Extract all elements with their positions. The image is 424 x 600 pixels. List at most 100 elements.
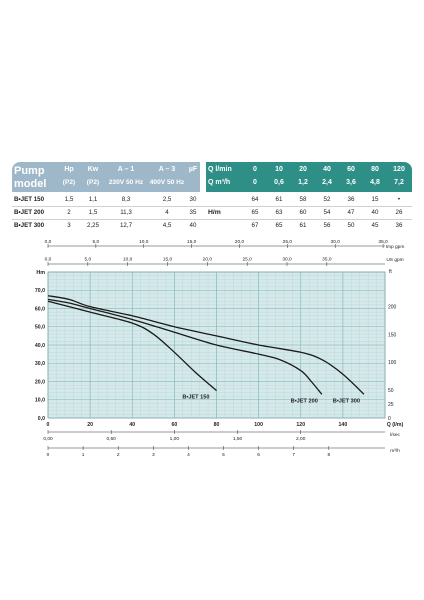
model-name: B•JET 200	[14, 209, 45, 216]
pump-curve	[47, 295, 365, 395]
us-gpm-tick-label: 10,0	[123, 257, 133, 263]
us-gpm-tick-label: 30,0	[282, 257, 292, 263]
us-gpm-axis-label: US gpm	[386, 257, 403, 263]
y2-tick-label: 0	[388, 416, 391, 422]
lsec-tick-label: 1,50	[233, 436, 243, 442]
head-value: 45	[371, 222, 379, 229]
y2-axis-label: ft	[389, 269, 392, 275]
x-tick-label: 120	[296, 422, 305, 428]
m3h-tick-label: 1	[82, 452, 85, 458]
y2-tick-label: 25	[388, 402, 394, 408]
column-header-top: Hp	[64, 166, 74, 173]
y-tick-label: 60,0	[35, 306, 45, 312]
spec-value: 40	[189, 222, 197, 229]
spec-value: 2	[67, 209, 71, 216]
y-tick-label: 20,0	[35, 379, 45, 385]
head-value: 61	[275, 196, 283, 203]
lsec-axis-label: l/sec	[390, 432, 400, 438]
pump-curve	[47, 300, 217, 392]
y-tick-label: 0,0	[38, 416, 45, 422]
x-tick-label: 100	[254, 422, 263, 428]
imp-gpm-tick-label: 10,0	[139, 240, 149, 245]
column-header-top: Kw	[87, 166, 99, 173]
m3h-tick-label: 7	[292, 452, 295, 458]
m3h-tick-label: 0	[47, 452, 50, 458]
column-header-top: A – 1	[117, 166, 135, 173]
flow-value-m3h: 3,6	[346, 179, 356, 186]
head-value: 63	[275, 209, 283, 216]
flow-value-lmin: 0	[253, 166, 257, 173]
curve-label: B•JET 300	[333, 398, 360, 404]
head-value: 26	[395, 209, 403, 216]
lsec-tick-label: 0,00	[43, 436, 53, 442]
y-tick-label: 30,0	[35, 361, 45, 367]
row-divider	[12, 206, 412, 207]
m3h-tick-label: 5	[222, 452, 225, 458]
head-value: 52	[323, 196, 331, 203]
curve-label: B•JET 200	[291, 398, 318, 404]
head-value: 50	[347, 222, 355, 229]
flow-value-m3h: 7,2	[394, 179, 404, 186]
us-gpm-tick-label: 20,0	[203, 257, 213, 263]
head-value: 47	[347, 209, 355, 216]
head-value: 61	[299, 222, 307, 229]
imp-gpm-tick-label: 5,0	[93, 240, 100, 245]
y2-tick-label: 150	[388, 332, 397, 338]
flow-value-lmin: 120	[393, 166, 405, 173]
imp-gpm-axis-label: Imp gpm	[386, 244, 405, 250]
imp-gpm-tick-label: 25,0	[283, 240, 293, 245]
spec-value: 2,25	[86, 222, 100, 229]
column-header-bottom: 400V 50 Hz	[149, 179, 185, 186]
head-value: 65	[251, 209, 259, 216]
head-value: 15	[371, 196, 379, 203]
spec-value: 11,3	[120, 209, 132, 216]
head-label: H/m	[208, 209, 221, 216]
imp-gpm-tick-label: 30,0	[331, 240, 341, 245]
flow-header-background	[206, 162, 412, 192]
row-divider	[12, 219, 412, 220]
x-tick-label: 80	[214, 422, 220, 428]
flow-value-lmin: 10	[275, 166, 283, 173]
spec-value: 4,5	[162, 222, 172, 229]
column-header-bottom: 230V 50 Hz	[108, 179, 144, 186]
model-header-text: model	[14, 178, 47, 190]
spec-value: 8,3	[121, 196, 131, 203]
column-header-top: µF	[188, 166, 198, 173]
head-value: 56	[323, 222, 331, 229]
model-name: B•JET 300	[14, 222, 45, 229]
spec-value: 1,1	[88, 196, 98, 203]
y-tick-label: 10,0	[35, 398, 45, 404]
m3h-tick-label: 6	[257, 452, 260, 458]
m3h-tick-label: 3	[152, 452, 155, 458]
y-tick-label: 50,0	[35, 325, 45, 331]
imp-gpm-tick-label: 0,0	[45, 240, 52, 245]
column-header-top: A – 3	[158, 166, 176, 173]
flow-value-lmin: 20	[299, 166, 307, 173]
y-axis-label: Hm	[36, 270, 45, 276]
head-value: 64	[251, 196, 259, 203]
flow-unit-label: Q m³/h	[208, 179, 231, 186]
us-gpm-tick-label: 25,0	[243, 257, 253, 263]
column-header-bottom: (P2)	[86, 179, 100, 186]
us-gpm-tick-label: 15,0	[163, 257, 173, 263]
head-value: 58	[299, 196, 307, 203]
us-gpm-tick-label: 0,0	[45, 257, 52, 263]
us-gpm-tick-label: 5,0	[84, 257, 91, 263]
x-tick-label: 0	[47, 422, 50, 428]
m3h-tick-label: 8	[327, 452, 330, 458]
flow-value-m3h: 2,4	[322, 179, 332, 186]
pump-curve	[47, 298, 323, 395]
head-value: •	[397, 196, 401, 203]
head-value: 54	[323, 209, 331, 216]
spec-value: 1,5	[64, 196, 74, 203]
head-value: 65	[275, 222, 283, 229]
imp-gpm-tick-label: 15,0	[187, 240, 197, 245]
flow-unit-label: Q l/min	[208, 166, 232, 173]
spec-value: 4	[165, 209, 169, 216]
head-value: 36	[395, 222, 403, 229]
lsec-tick-label: 2,00	[296, 436, 306, 442]
head-value: 67	[251, 222, 259, 229]
lsec-tick-label: 1,00	[170, 436, 180, 442]
table-header-background	[12, 162, 200, 192]
